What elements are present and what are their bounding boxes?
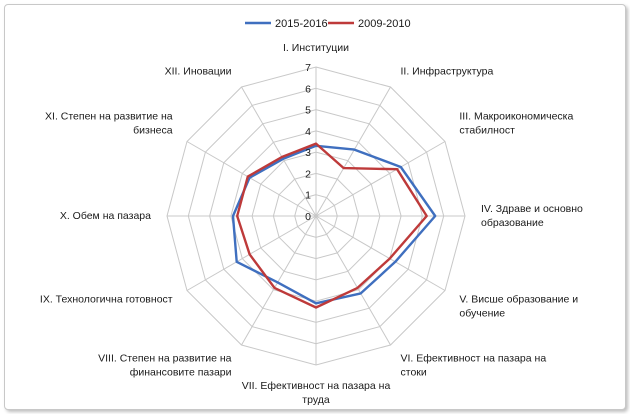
category-label-6: VI. Ефективност на пазара на стоки	[401, 352, 547, 378]
tick-label-2: 2	[305, 168, 311, 180]
category-label-9: IX. Технологична готовност	[40, 294, 173, 306]
radar-series	[231, 142, 437, 309]
legend-label-2009-2010: 2009-2010	[358, 18, 411, 30]
radar-chart: 0 1 2 3 4 5 6 7 I. Институции II. Инфраструктура…	[40, 18, 583, 406]
category-label-11: XI. Степен на развитие на бизнеса	[45, 111, 173, 137]
spoke-6	[315, 215, 391, 346]
spoke-5	[315, 215, 446, 291]
category-label-10: X. Обем на пазара	[60, 210, 151, 222]
spoke-2	[315, 86, 391, 217]
chart-frame: 0 1 2 3 4 5 6 7 I. Институции II. Инфраструктура…	[4, 4, 626, 410]
spoke-8	[241, 215, 317, 346]
radar-grid	[166, 66, 466, 366]
spoke-12	[241, 86, 317, 217]
tick-label-5: 5	[305, 105, 311, 117]
legend-label-2015-2016: 2015-2016	[275, 18, 328, 30]
radial-tick-labels: 0 1 2 3 4 5 6 7	[305, 62, 311, 223]
series-line-2015-2016	[231, 144, 437, 305]
legend: 2015-2016 2009-2010	[245, 18, 411, 30]
tick-label-3: 3	[305, 147, 311, 159]
category-label-2: II. Инфраструктура	[401, 66, 494, 78]
tick-label-1: 1	[305, 190, 311, 202]
category-label-4: IV. Здраве и основно образование	[481, 203, 583, 229]
category-label-1: I. Институции	[283, 42, 349, 54]
category-label-5: V. Висше образование и обучение	[459, 294, 578, 320]
spoke-11	[186, 141, 317, 217]
tick-label-0: 0	[305, 211, 311, 223]
category-label-7: VII. Ефективност на пазара на труда	[242, 380, 391, 406]
tick-label-4: 4	[305, 126, 311, 138]
tick-label-7: 7	[305, 62, 311, 74]
category-label-8: VIII. Степен на развитие на финансовите п…	[98, 352, 232, 378]
series-line-2009-2010	[235, 142, 428, 309]
category-label-3: III. Макроикономическа стабилност	[459, 111, 573, 137]
category-labels: I. Институции II. Инфраструктура III. Макр…	[40, 42, 583, 406]
tick-label-6: 6	[305, 83, 311, 95]
spoke-9	[186, 215, 317, 291]
spoke-3	[315, 141, 446, 217]
category-label-12: XII. Иновации	[165, 66, 232, 78]
